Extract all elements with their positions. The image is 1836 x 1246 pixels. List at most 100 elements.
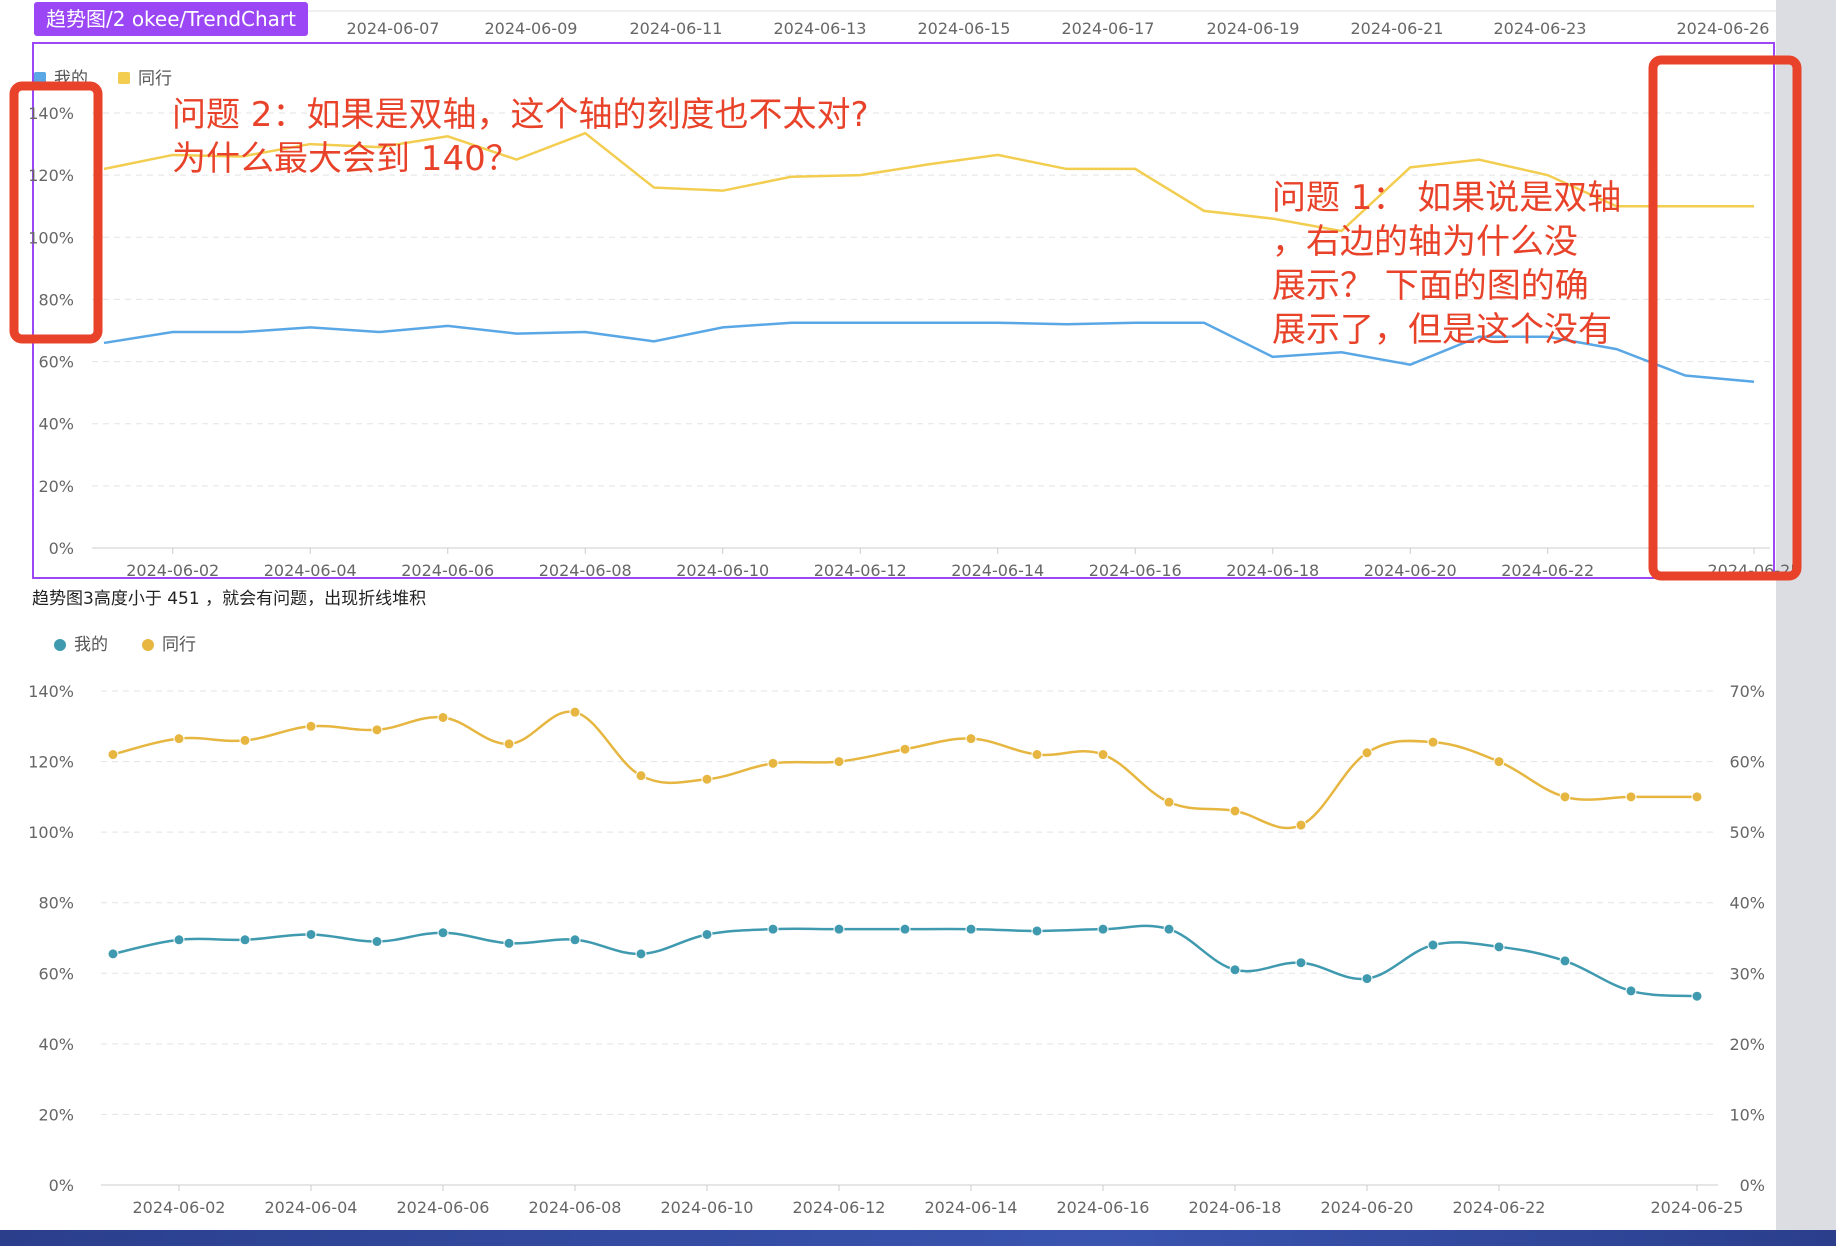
y-tick-label: 40% xyxy=(38,415,74,434)
data-point-mine xyxy=(1559,955,1571,967)
data-point-mine xyxy=(1691,990,1703,1002)
x-tick-label: 2024-06-04 xyxy=(265,1198,358,1217)
annotation-question-1: 问题 1： 如果说是双轴 ，右边的轴为什么没 展示？ 下面的图的确 展示了，但是… xyxy=(1272,178,1622,350)
x-tick-label: 2024-06-25 xyxy=(1651,1198,1744,1217)
annotation-question-2: 问题 2：如果是双轴，这个轴的刻度也不太对? 为什么最大会到 140？ xyxy=(172,95,869,179)
legend-label: 我的 xyxy=(74,635,108,655)
x-tick-label: 2024-06-16 xyxy=(1057,1198,1150,1217)
x-tick-label: 2024-06-12 xyxy=(814,561,907,580)
data-point-mine xyxy=(833,923,845,935)
legend-marker xyxy=(54,639,66,651)
x-tick-label: 2024-06-08 xyxy=(539,561,632,580)
y-tick-label: 0% xyxy=(49,1176,74,1195)
x-tick-label: 2024-06-18 xyxy=(1189,1198,1282,1217)
x-tick-label: 2024-06-10 xyxy=(676,561,769,580)
data-point-mine xyxy=(107,948,119,960)
x-tick-label: 2024-06-22 xyxy=(1501,561,1594,580)
component-tag: 趋势图/2 okee/TrendChart xyxy=(34,2,308,36)
y-tick-label: 20% xyxy=(38,1105,74,1124)
series-line-peer xyxy=(103,131,1754,233)
data-point-mine xyxy=(1493,941,1505,953)
y-tick-label: 40% xyxy=(38,1035,74,1054)
data-point-peer xyxy=(1229,805,1241,817)
highlight-box-right-axis xyxy=(1648,55,1802,581)
top-axis-tick-label: 2024-06-09 xyxy=(485,19,578,38)
data-point-mine xyxy=(1427,939,1439,951)
data-point-peer xyxy=(1493,756,1505,768)
data-point-mine xyxy=(965,923,977,935)
data-point-peer xyxy=(173,733,185,745)
x-tick-label: 2024-06-06 xyxy=(401,561,494,580)
page-panel xyxy=(0,0,1776,1230)
data-point-mine xyxy=(767,923,779,935)
data-point-peer xyxy=(965,733,977,745)
y-tick-label: 20% xyxy=(38,477,74,496)
data-point-mine xyxy=(1295,957,1307,969)
x-tick-label: 2024-06-14 xyxy=(951,561,1044,580)
data-point-mine xyxy=(503,937,515,949)
data-point-peer xyxy=(107,749,119,761)
legend-marker xyxy=(34,72,46,84)
legend-label: 同行 xyxy=(138,69,172,89)
data-point-peer xyxy=(1295,819,1307,831)
y-tick-label: 100% xyxy=(28,228,74,247)
bottom-bar xyxy=(0,1230,1836,1246)
y2-tick-label: 0% xyxy=(1740,1176,1765,1195)
x-tick-label: 2024-06-16 xyxy=(1089,561,1182,580)
x-tick-label: 2024-06-02 xyxy=(126,561,219,580)
top-axis-tick-label: 2024-06-26 xyxy=(1677,19,1770,38)
top-axis-tick-label: 2024-06-17 xyxy=(1062,19,1155,38)
x-tick-label: 2024-06-18 xyxy=(1226,561,1319,580)
x-tick-label: 2024-06-20 xyxy=(1364,561,1457,580)
y-tick-label: 80% xyxy=(38,894,74,913)
y2-tick-label: 70% xyxy=(1729,682,1765,701)
top-axis-tick-label: 2024-06-13 xyxy=(774,19,867,38)
data-point-peer xyxy=(239,734,251,746)
x-tick-label: 2024-06-12 xyxy=(793,1198,886,1217)
top-axis-tick-label: 2024-06-07 xyxy=(347,19,440,38)
y2-tick-label: 10% xyxy=(1729,1105,1765,1124)
data-point-mine xyxy=(305,928,317,940)
data-point-mine xyxy=(1163,923,1175,935)
y-tick-label: 80% xyxy=(38,290,74,309)
y2-tick-label: 40% xyxy=(1729,894,1765,913)
y-tick-label: 120% xyxy=(28,166,74,185)
data-point-mine xyxy=(1097,923,1109,935)
data-point-peer xyxy=(371,724,383,736)
data-point-peer xyxy=(1427,736,1439,748)
data-point-mine xyxy=(1361,973,1373,985)
data-point-peer xyxy=(1361,747,1373,759)
y-tick-label: 140% xyxy=(28,104,74,123)
data-point-peer xyxy=(305,720,317,732)
data-point-peer xyxy=(899,743,911,755)
right-scroll-strip xyxy=(1776,0,1836,1230)
data-point-mine xyxy=(1625,985,1637,997)
y-tick-label: 120% xyxy=(28,753,74,772)
data-point-mine xyxy=(1031,925,1043,937)
data-point-mine xyxy=(173,934,185,946)
data-point-mine xyxy=(635,948,647,960)
data-point-peer xyxy=(635,770,647,782)
highlight-box-left-axis xyxy=(9,81,103,344)
data-point-mine xyxy=(239,934,251,946)
data-point-mine xyxy=(371,936,383,948)
data-point-mine xyxy=(569,934,581,946)
y2-tick-label: 50% xyxy=(1729,823,1765,842)
data-point-peer xyxy=(503,738,515,750)
y2-tick-label: 20% xyxy=(1729,1035,1765,1054)
data-point-peer xyxy=(1559,791,1571,803)
data-point-peer xyxy=(1097,749,1109,761)
x-tick-label: 2024-06-08 xyxy=(529,1198,622,1217)
data-point-peer xyxy=(701,773,713,785)
data-point-peer xyxy=(1691,791,1703,803)
legend-marker xyxy=(118,72,130,84)
top-axis-tick-label: 2024-06-11 xyxy=(630,19,723,38)
data-point-peer xyxy=(1031,749,1043,761)
data-point-peer xyxy=(1163,796,1175,808)
y-tick-label: 60% xyxy=(38,353,74,372)
series-line-peer xyxy=(112,710,1697,830)
data-point-mine xyxy=(899,923,911,935)
data-point-peer xyxy=(437,711,449,723)
top-axis-tick-label: 2024-06-21 xyxy=(1351,19,1444,38)
y2-tick-label: 30% xyxy=(1729,964,1765,983)
